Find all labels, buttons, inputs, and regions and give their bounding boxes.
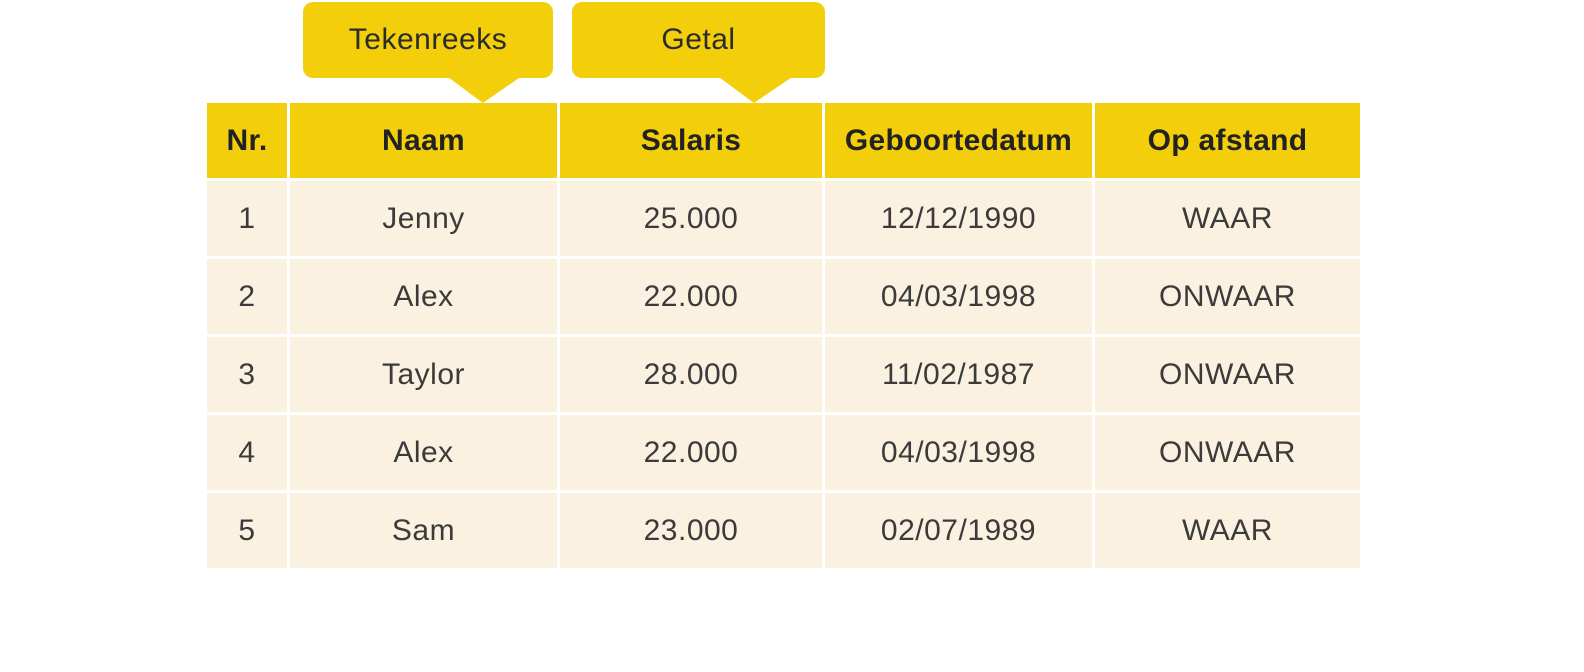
callout-getal-tail-icon: [718, 77, 793, 103]
column-header-salaris: Salaris: [560, 103, 822, 178]
cell-salaris: 22.000: [560, 259, 822, 334]
cell-geboortedatum: 04/03/1998: [825, 415, 1092, 490]
column-header-op-afstand: Op afstand: [1095, 103, 1360, 178]
cell-salaris: 23.000: [560, 493, 822, 568]
cell-salaris: 25.000: [560, 181, 822, 256]
cell-salaris: 22.000: [560, 415, 822, 490]
cell-nr: 1: [207, 181, 287, 256]
cell-nr: 5: [207, 493, 287, 568]
cell-op-afstand: ONWAAR: [1095, 337, 1360, 412]
cell-op-afstand: WAAR: [1095, 181, 1360, 256]
cell-geboortedatum: 12/12/1990: [825, 181, 1092, 256]
callout-getal-label: Getal: [661, 23, 736, 56]
callout-tekenreeks: Tekenreeks: [303, 2, 553, 103]
cell-op-afstand: ONWAAR: [1095, 415, 1360, 490]
column-header-naam: Naam: [290, 103, 557, 178]
callout-tekenreeks-tail-icon: [448, 77, 521, 103]
cell-geboortedatum: 11/02/1987: [825, 337, 1092, 412]
callout-tekenreeks-label: Tekenreeks: [348, 23, 508, 56]
cell-op-afstand: ONWAAR: [1095, 259, 1360, 334]
cell-naam: Jenny: [290, 181, 557, 256]
cell-op-afstand: WAAR: [1095, 493, 1360, 568]
column-header-geboortedatum: Geboortedatum: [825, 103, 1092, 178]
data-table: Nr. Naam Salaris Geboortedatum Op afstan…: [207, 103, 1360, 568]
cell-nr: 2: [207, 259, 287, 334]
callout-getal: Getal: [572, 2, 825, 103]
cell-naam: Sam: [290, 493, 557, 568]
column-header-nr: Nr.: [207, 103, 287, 178]
cell-naam: Taylor: [290, 337, 557, 412]
cell-naam: Alex: [290, 415, 557, 490]
cell-naam: Alex: [290, 259, 557, 334]
cell-nr: 3: [207, 337, 287, 412]
cell-geboortedatum: 04/03/1998: [825, 259, 1092, 334]
cell-geboortedatum: 02/07/1989: [825, 493, 1092, 568]
cell-salaris: 28.000: [560, 337, 822, 412]
cell-nr: 4: [207, 415, 287, 490]
